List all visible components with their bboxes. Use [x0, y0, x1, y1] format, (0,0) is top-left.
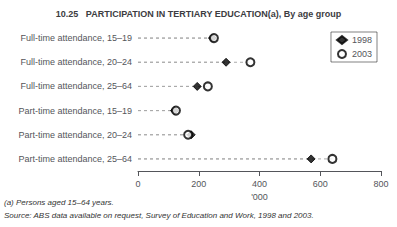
svg-text:Part-time attendance, 20–24: Part-time attendance, 20–24 — [18, 130, 132, 140]
svg-text:1998: 1998 — [352, 35, 372, 45]
svg-text:200: 200 — [191, 179, 206, 189]
svg-text:Part-time attendance, 25–64: Part-time attendance, 25–64 — [18, 154, 132, 164]
svg-text:600: 600 — [313, 179, 328, 189]
svg-text:Source: ABS data available on: Source: ABS data available on request, S… — [4, 211, 314, 220]
svg-text:(a) Persons aged 15–64 years.: (a) Persons aged 15–64 years. — [4, 198, 114, 207]
svg-text:800: 800 — [373, 179, 388, 189]
svg-text:Full-time attendance, 15–19: Full-time attendance, 15–19 — [20, 33, 132, 43]
svg-text:Full-time attendance, 20–24: Full-time attendance, 20–24 — [20, 57, 132, 67]
svg-text:'000: '000 — [251, 192, 268, 202]
svg-text:Full-time attendance, 25–64: Full-time attendance, 25–64 — [20, 81, 132, 91]
svg-text:2003: 2003 — [352, 49, 372, 59]
svg-text:Part-time attendance, 15–19: Part-time attendance, 15–19 — [18, 106, 132, 116]
svg-text:10.25 PARTICIPATION IN TERTI: 10.25 PARTICIPATION IN TERTIARY EDUCATIO… — [56, 9, 342, 19]
svg-text:0: 0 — [135, 179, 140, 189]
svg-text:400: 400 — [252, 179, 267, 189]
